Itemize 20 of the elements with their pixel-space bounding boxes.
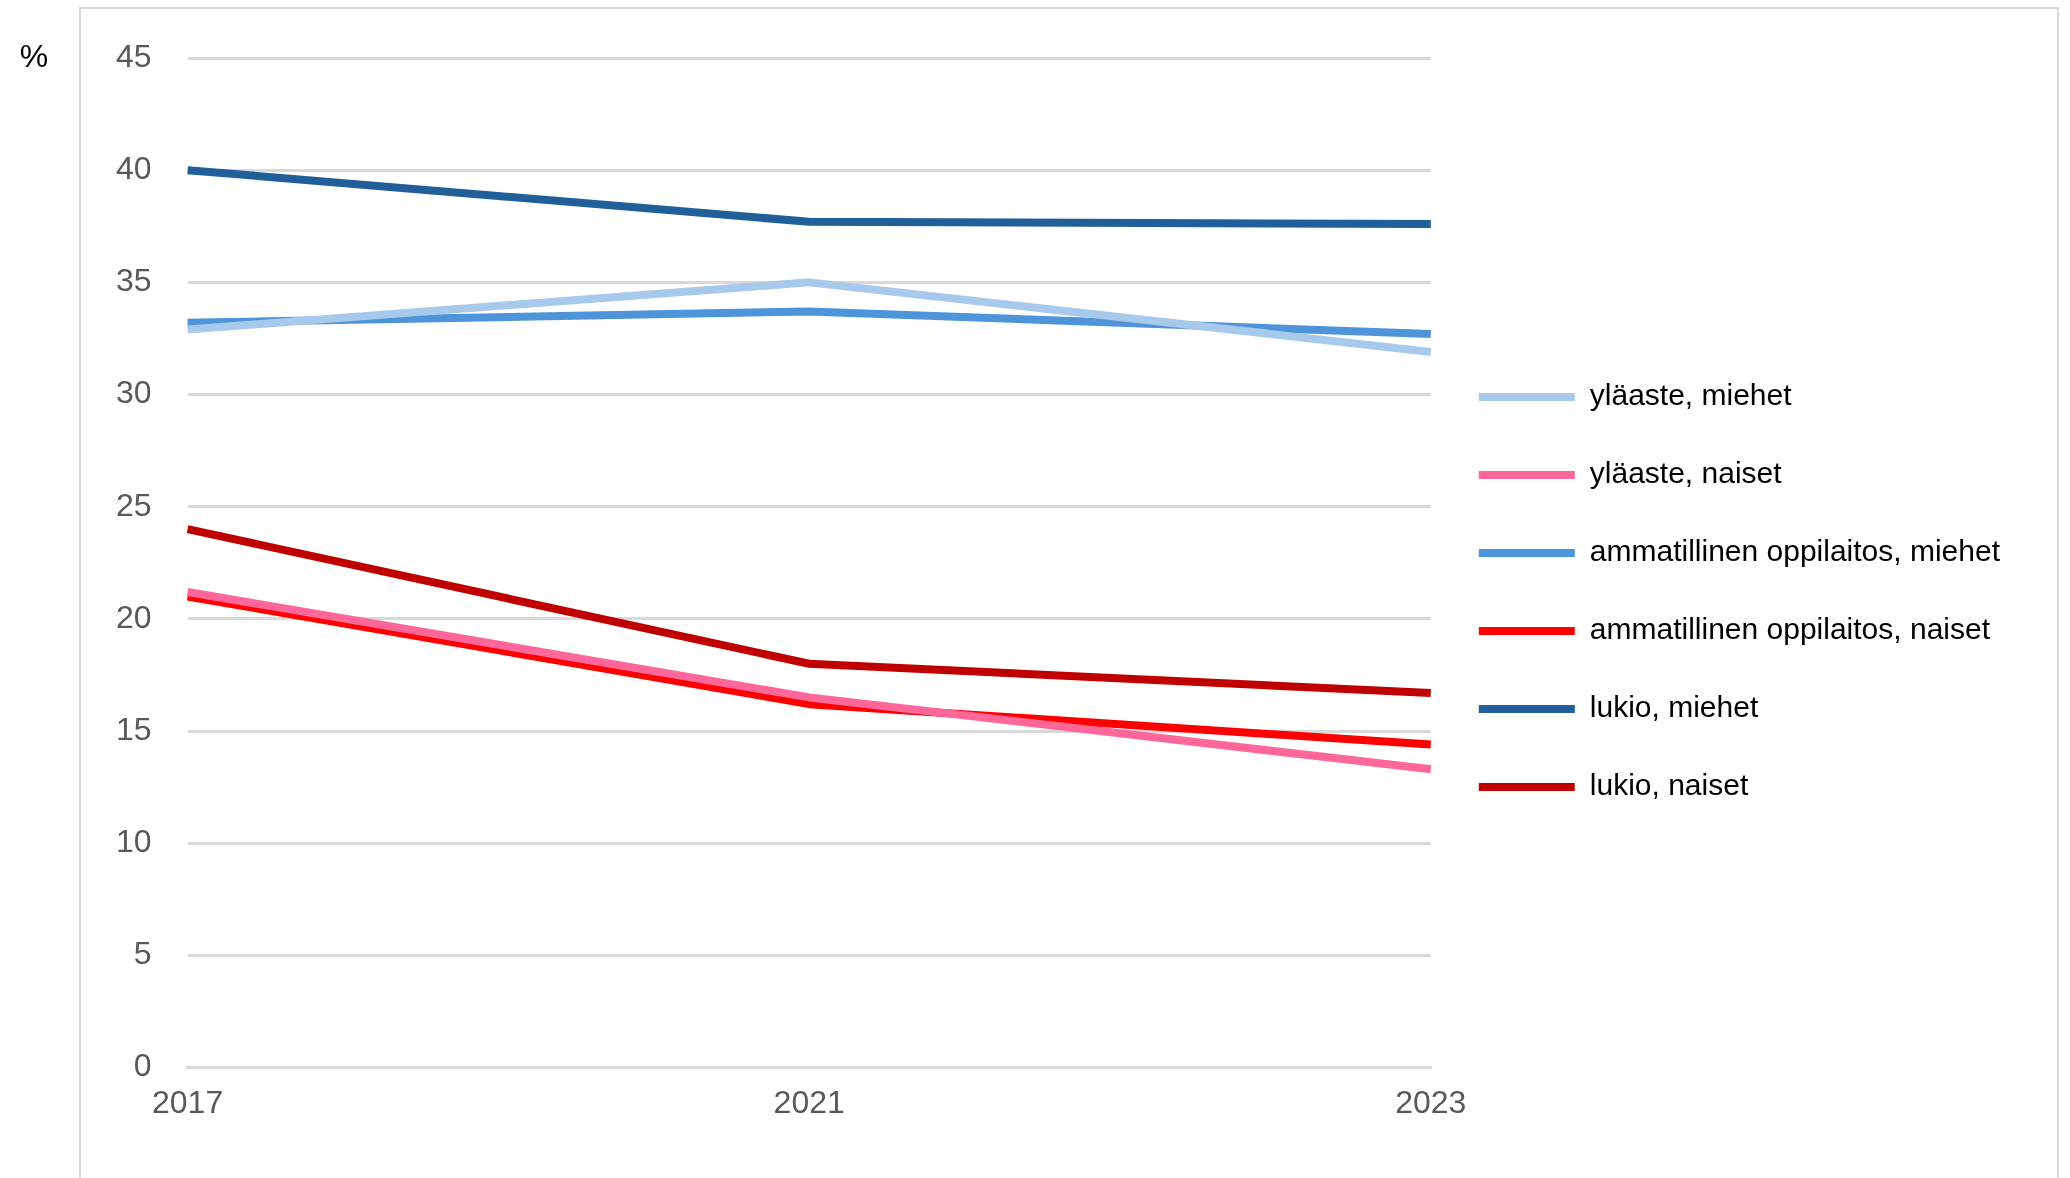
y-tick-label: 30 (116, 374, 152, 411)
legend-label: ammatillinen oppilaitos, miehet (1589, 534, 2001, 568)
y-tick-label: 25 (116, 486, 152, 523)
legend-label: yläaste, naiset (1589, 456, 1783, 490)
legend-label: yläaste, miehet (1589, 378, 1793, 412)
x-tick-label: 2023 (1395, 1083, 1467, 1120)
y-tick-label: 20 (116, 598, 152, 635)
y-tick-label: 5 (133, 935, 152, 972)
y-tick-label: 15 (116, 710, 152, 747)
y-tick-label: 10 (116, 823, 152, 860)
y-axis-title: % (19, 37, 49, 74)
legend-label: ammatillinen oppilaitos, naiset (1589, 612, 1991, 646)
y-tick-label: 35 (116, 262, 152, 299)
y-tick-label: 0 (133, 1047, 152, 1084)
x-tick-label: 2017 (152, 1083, 224, 1120)
legend-label: lukio, miehet (1589, 690, 1759, 724)
y-tick-label: 45 (116, 37, 152, 74)
x-tick-label: 2021 (773, 1083, 845, 1120)
legend-label: lukio, naiset (1589, 768, 1749, 802)
y-tick-label: 40 (116, 150, 152, 187)
